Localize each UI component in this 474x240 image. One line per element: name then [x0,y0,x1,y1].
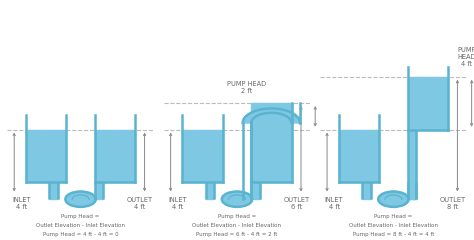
Text: PUMP HEAD
2 ft: PUMP HEAD 2 ft [227,81,266,94]
Bar [182,130,223,182]
Polygon shape [243,108,300,123]
Bar [95,130,135,182]
Text: INLET
4 ft: INLET 4 ft [168,197,187,210]
Text: Pump Head =: Pump Head = [218,214,256,219]
Text: Outlet Elevation - Inlet Elevation: Outlet Elevation - Inlet Elevation [349,223,438,228]
Text: Outlet Elevation - Inlet Elevation: Outlet Elevation - Inlet Elevation [192,223,282,228]
Circle shape [222,192,252,207]
Bar [26,130,66,182]
Bar [408,130,416,199]
Text: Outlet Elevation - Inlet Elevation: Outlet Elevation - Inlet Elevation [36,223,125,228]
Bar [206,182,214,199]
Text: OUTLET
4 ft: OUTLET 4 ft [127,197,153,210]
Bar [49,182,58,199]
Text: Pump Head = 4 ft - 4 ft = 0: Pump Head = 4 ft - 4 ft = 0 [43,232,118,237]
Bar [408,77,448,130]
Text: Pump Head = 6 ft - 4 ft = 2 ft: Pump Head = 6 ft - 4 ft = 2 ft [196,232,278,237]
Text: Pump Head =: Pump Head = [374,214,412,219]
Bar [408,182,416,199]
Bar [95,182,103,199]
Text: INLET
4 ft: INLET 4 ft [12,197,31,210]
Bar [251,103,292,182]
Bar [339,130,379,182]
Circle shape [378,192,409,207]
Text: OUTLET
8 ft: OUTLET 8 ft [439,197,466,210]
Text: Pump Head = 8 ft - 4 ft = 4 ft: Pump Head = 8 ft - 4 ft = 4 ft [353,232,434,237]
Bar [251,182,260,199]
Text: INLET
4 ft: INLET 4 ft [325,197,344,210]
Text: OUTLET
6 ft: OUTLET 6 ft [283,197,310,210]
Text: PUMP
HEAD
4 ft: PUMP HEAD 4 ft [457,47,474,67]
Text: Pump Head =: Pump Head = [62,214,100,219]
Circle shape [65,192,96,207]
Bar [362,182,371,199]
